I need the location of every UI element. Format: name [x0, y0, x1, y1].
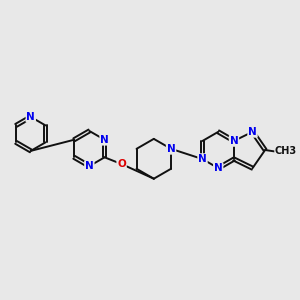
Text: N: N: [198, 154, 207, 164]
Text: O: O: [117, 159, 126, 169]
Text: N: N: [100, 135, 109, 145]
Text: N: N: [167, 144, 176, 154]
Text: N: N: [26, 112, 35, 122]
Text: N: N: [214, 163, 223, 173]
Text: N: N: [248, 127, 257, 137]
Text: N: N: [230, 136, 238, 146]
Text: CH3: CH3: [275, 146, 297, 157]
Text: N: N: [85, 161, 94, 171]
